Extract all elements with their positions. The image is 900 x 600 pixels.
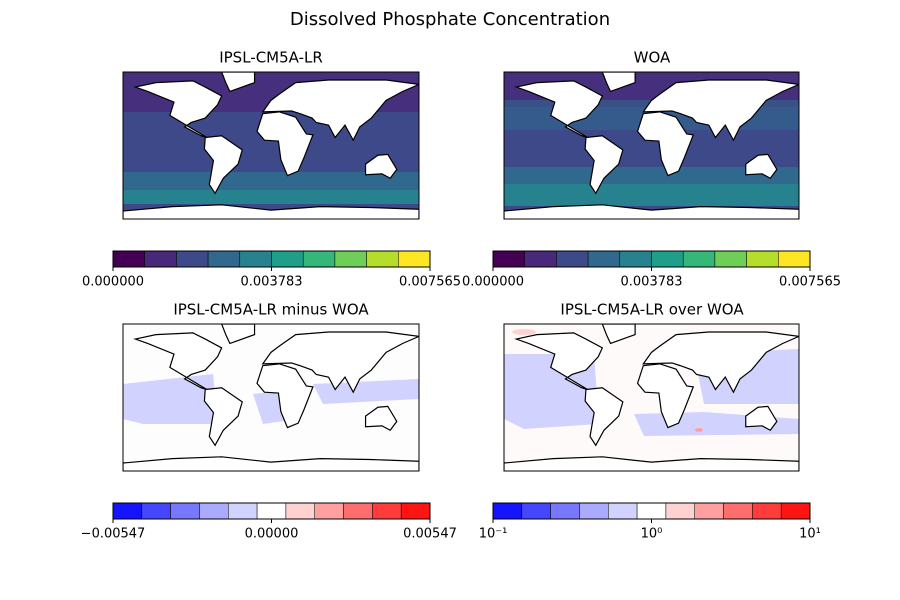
colorbar-swatch — [550, 502, 580, 520]
panel-title: WOA — [634, 49, 671, 67]
colorbar-swatch — [239, 250, 272, 268]
colorbar-swatch — [521, 502, 551, 520]
colorbar-swatch — [780, 502, 811, 520]
colorbar-swatch — [343, 502, 373, 520]
colorbar-swatch — [228, 502, 258, 520]
colorbar-swatch — [651, 250, 684, 268]
map-panel — [122, 323, 420, 472]
colorbar-swatch — [608, 502, 638, 520]
colorbar-swatch — [746, 250, 779, 268]
colorbar-tick-label: 0.007565 — [779, 275, 841, 290]
colorbar-swatch — [752, 502, 782, 520]
colorbar-swatch — [112, 250, 145, 268]
colorbar-swatch — [314, 502, 344, 520]
colorbar-swatch — [636, 502, 667, 520]
colorbar-swatch — [199, 502, 229, 520]
colorbar-tick-label: 0.007565 — [399, 275, 461, 290]
colorbar-swatch — [176, 250, 209, 268]
map-panel — [503, 71, 800, 220]
colorbar-tick-label: 10⁻¹ — [479, 527, 508, 542]
colorbar-swatch — [144, 250, 177, 268]
colorbar-swatch — [302, 250, 336, 268]
colorbar-tick-label: 0.00547 — [403, 527, 457, 542]
colorbar-swatch — [579, 502, 609, 520]
colorbar-swatch — [587, 250, 621, 268]
colorbar-swatch — [271, 250, 304, 268]
colorbar-swatch — [400, 502, 431, 520]
colorbar-swatch — [492, 250, 525, 268]
colorbar-swatch — [714, 250, 747, 268]
panel-title: IPSL-CM5A-LR over WOA — [560, 301, 744, 319]
colorbar-swatch — [556, 250, 589, 268]
colorbar-swatch — [207, 250, 241, 268]
colorbar-swatch — [141, 502, 171, 520]
map-panel — [122, 71, 420, 220]
colorbar-tick-label: 0.000000 — [82, 275, 144, 290]
colorbar-swatch — [285, 502, 315, 520]
colorbar-swatch — [694, 502, 724, 520]
colorbar-tick-label: 0.000000 — [462, 275, 524, 290]
colorbar-swatch — [682, 250, 716, 268]
colorbar-swatch — [492, 502, 523, 520]
figure-title: Dissolved Phosphate Concentration — [290, 9, 610, 30]
colorbar-tick-label: −0.00547 — [81, 527, 146, 542]
colorbar-swatch — [723, 502, 753, 520]
colorbar-tick-label: 10⁰ — [641, 527, 663, 542]
panel-title: IPSL-CM5A-LR — [219, 49, 323, 67]
colorbar-tick-label: 0.003783 — [241, 275, 303, 290]
colorbar-swatch — [778, 250, 811, 268]
colorbar-swatch — [524, 250, 557, 268]
panel-title: IPSL-CM5A-LR minus WOA — [173, 301, 369, 319]
colorbar-tick-label: 10¹ — [799, 527, 821, 542]
colorbar-swatch — [398, 250, 431, 268]
colorbar-swatch — [256, 502, 287, 520]
colorbar-swatch — [170, 502, 200, 520]
colorbar-swatch — [112, 502, 143, 520]
colorbar-swatch — [372, 502, 402, 520]
colorbar-swatch — [366, 250, 399, 268]
colorbar-swatch — [334, 250, 367, 268]
colorbar-swatch — [619, 250, 652, 268]
colorbar-tick-label: 0.00000 — [245, 527, 299, 542]
colorbar-swatch — [665, 502, 695, 520]
colorbar-tick-label: 0.003783 — [621, 275, 683, 290]
map-panel — [503, 323, 800, 472]
